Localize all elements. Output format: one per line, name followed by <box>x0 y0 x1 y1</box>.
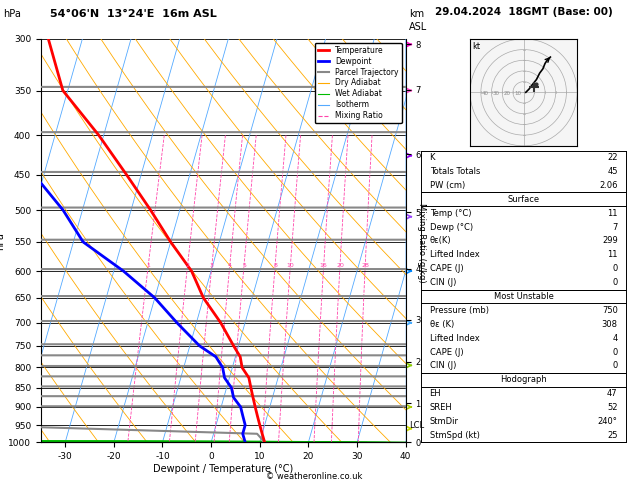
Text: 4: 4 <box>228 263 231 268</box>
Text: StmDir: StmDir <box>430 417 459 426</box>
Text: 40: 40 <box>482 91 489 96</box>
Text: 4: 4 <box>613 333 618 343</box>
Text: km: km <box>409 9 424 19</box>
Text: EH: EH <box>430 389 441 398</box>
Text: 240°: 240° <box>598 417 618 426</box>
Text: 30: 30 <box>493 91 499 96</box>
Text: 54°06'N  13°24'E  16m ASL: 54°06'N 13°24'E 16m ASL <box>50 9 217 19</box>
Text: ASL: ASL <box>409 21 427 32</box>
Text: SREH: SREH <box>430 403 452 412</box>
Text: Surface: Surface <box>508 195 540 204</box>
Text: 25: 25 <box>607 431 618 440</box>
Text: 0: 0 <box>613 347 618 357</box>
Text: 750: 750 <box>602 306 618 315</box>
Text: 3: 3 <box>210 263 214 268</box>
Text: Most Unstable: Most Unstable <box>494 292 554 301</box>
Text: CIN (J): CIN (J) <box>430 362 456 370</box>
Y-axis label: hPa: hPa <box>0 232 6 249</box>
Text: PW (cm): PW (cm) <box>430 181 465 190</box>
Text: 45: 45 <box>607 167 618 176</box>
Text: 8: 8 <box>273 263 277 268</box>
Text: 20: 20 <box>336 263 344 268</box>
Text: Hodograph: Hodograph <box>500 375 547 384</box>
Text: Temp (°C): Temp (°C) <box>430 208 471 218</box>
Text: 1: 1 <box>147 263 150 268</box>
Text: 47: 47 <box>607 389 618 398</box>
Text: 22: 22 <box>607 153 618 162</box>
Text: kt: kt <box>472 42 481 51</box>
Text: 16: 16 <box>320 263 328 268</box>
Text: Lifted Index: Lifted Index <box>430 333 479 343</box>
Text: K: K <box>430 153 435 162</box>
Text: Totals Totals: Totals Totals <box>430 167 480 176</box>
Text: CAPE (J): CAPE (J) <box>430 347 463 357</box>
Legend: Temperature, Dewpoint, Parcel Trajectory, Dry Adiabat, Wet Adiabat, Isotherm, Mi: Temperature, Dewpoint, Parcel Trajectory… <box>314 43 402 123</box>
Text: 11: 11 <box>607 250 618 260</box>
Text: 11: 11 <box>607 208 618 218</box>
Text: θε (K): θε (K) <box>430 320 454 329</box>
Text: 52: 52 <box>607 403 618 412</box>
Text: CIN (J): CIN (J) <box>430 278 456 287</box>
Text: 5: 5 <box>242 263 246 268</box>
Text: 29.04.2024  18GMT (Base: 00): 29.04.2024 18GMT (Base: 00) <box>435 7 613 17</box>
Text: θε(K): θε(K) <box>430 236 451 245</box>
Text: hPa: hPa <box>3 9 21 19</box>
Text: © weatheronline.co.uk: © weatheronline.co.uk <box>266 472 363 481</box>
Text: CAPE (J): CAPE (J) <box>430 264 463 273</box>
Text: Pressure (mb): Pressure (mb) <box>430 306 489 315</box>
Text: 28: 28 <box>361 263 369 268</box>
Text: 0: 0 <box>613 264 618 273</box>
Text: Lifted Index: Lifted Index <box>430 250 479 260</box>
Text: Dewp (°C): Dewp (°C) <box>430 223 473 231</box>
Text: 2: 2 <box>186 263 189 268</box>
Text: 10: 10 <box>514 91 521 96</box>
Text: 10: 10 <box>286 263 294 268</box>
Text: LCL: LCL <box>409 420 425 430</box>
Text: 7: 7 <box>612 223 618 231</box>
Text: 308: 308 <box>602 320 618 329</box>
X-axis label: Dewpoint / Temperature (°C): Dewpoint / Temperature (°C) <box>153 464 293 474</box>
Text: 2.06: 2.06 <box>599 181 618 190</box>
Text: 0: 0 <box>613 278 618 287</box>
Text: 0: 0 <box>613 362 618 370</box>
Text: Mixing Ratio (g/kg): Mixing Ratio (g/kg) <box>417 203 426 283</box>
Text: StmSpd (kt): StmSpd (kt) <box>430 431 479 440</box>
Text: 299: 299 <box>602 236 618 245</box>
Text: 20: 20 <box>503 91 510 96</box>
